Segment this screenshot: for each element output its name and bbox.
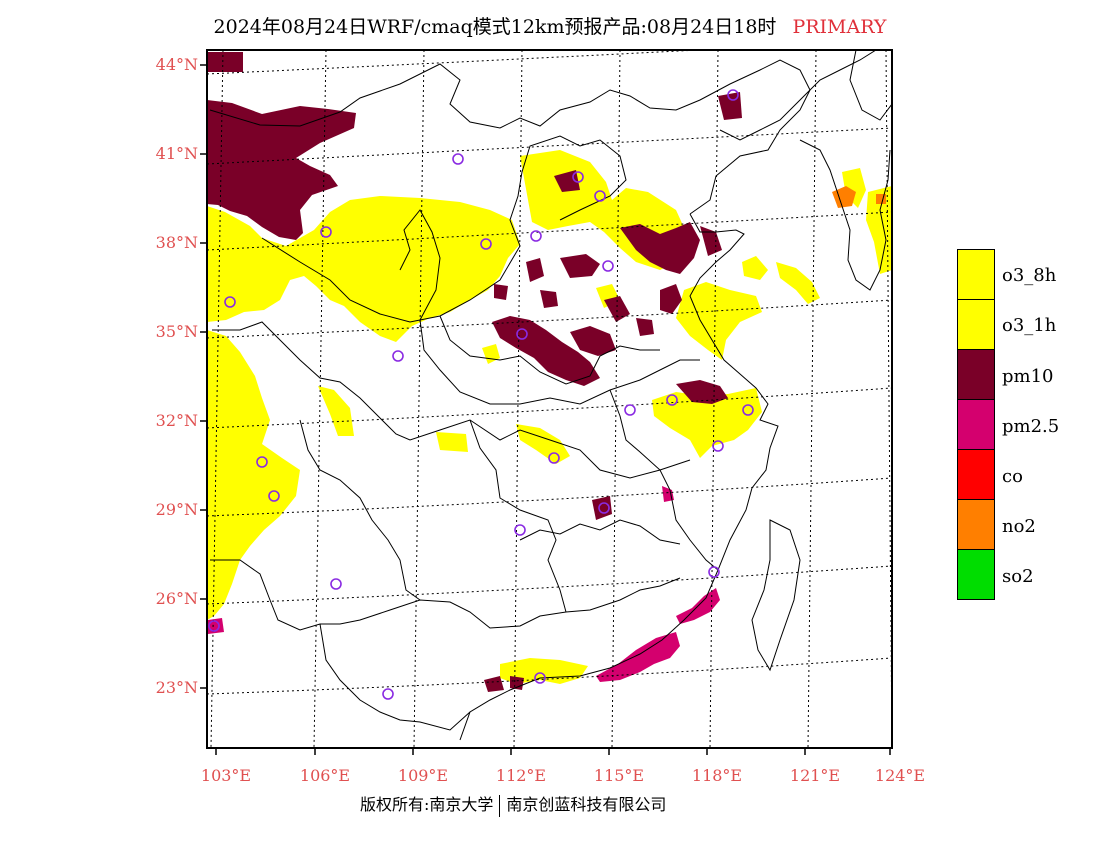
lon-label-109: 109°E xyxy=(397,766,449,785)
monitoring-sites xyxy=(208,89,754,700)
legend-label-pm10: pm10 xyxy=(1002,366,1054,387)
lat-label-44: 44°N xyxy=(155,55,198,74)
legend-label-so2: so2 xyxy=(1002,566,1034,587)
axis-ticks xyxy=(200,64,891,755)
pm10-region-northwest xyxy=(207,52,356,240)
legend-swatch-co xyxy=(957,449,995,500)
legend-swatch-no2 xyxy=(957,499,995,550)
lon-label-106: 106°E xyxy=(299,766,351,785)
lat-label-26: 26°N xyxy=(155,589,198,608)
lat-label-29: 29°N xyxy=(155,500,198,519)
lon-label-118: 118°E xyxy=(691,766,743,785)
lon-label-115: 115°E xyxy=(593,766,645,785)
lat-label-38: 38°N xyxy=(155,233,198,252)
lat-label-23: 23°N xyxy=(155,678,198,697)
lon-label-124: 124°E xyxy=(874,766,926,785)
legend-swatch-pm10 xyxy=(957,349,995,400)
legend-swatch-pm25 xyxy=(957,399,995,450)
pm25-region-coast xyxy=(208,486,720,682)
o3-region-north xyxy=(207,150,892,684)
legend-swatch-so2 xyxy=(957,549,995,600)
lat-label-35: 35°N xyxy=(155,322,198,341)
legend-swatch-o3-8h xyxy=(957,249,995,300)
legend-label-co: co xyxy=(1002,466,1023,487)
legend-label-no2: no2 xyxy=(1002,516,1036,537)
copyright-right: 南京创蓝科技有限公司 xyxy=(506,795,667,814)
footer-separator xyxy=(499,794,501,817)
copyright-left: 版权所有:南京大学 xyxy=(360,795,494,814)
map-title: 2024年08月24日WRF/cmaq模式12km预报产品:08月24日18时 P… xyxy=(0,12,1100,39)
legend-label-o3-1h: o3_1h xyxy=(1002,315,1057,336)
map-frame xyxy=(206,49,893,749)
legend-label-o3-8h: o3_8h xyxy=(1002,265,1057,286)
province-boundaries xyxy=(209,50,892,741)
pm10-region-central xyxy=(484,92,742,692)
lon-label-112: 112°E xyxy=(495,766,547,785)
lon-label-103: 103°E xyxy=(200,766,252,785)
legend-label-pm25: pm2.5 xyxy=(1002,416,1060,437)
title-tag: PRIMARY xyxy=(792,16,887,38)
lon-label-121: 121°E xyxy=(789,766,841,785)
lat-label-32: 32°N xyxy=(155,411,198,430)
copyright-footer: 版权所有:南京大学 南京创蓝科技有限公司 xyxy=(360,791,666,817)
lat-label-41: 41°N xyxy=(155,144,198,163)
title-text: 2024年08月24日WRF/cmaq模式12km预报产品:08月24日18时 xyxy=(213,16,777,38)
legend-swatch-o3-1h xyxy=(957,299,995,350)
